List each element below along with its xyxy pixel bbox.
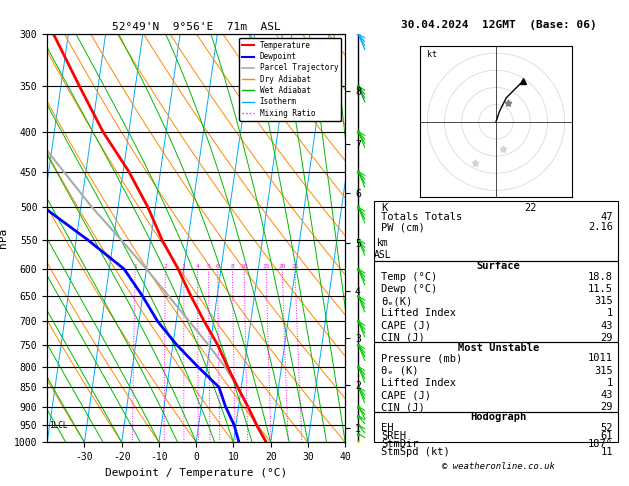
Text: θₑ (K): θₑ (K) [381,365,419,376]
Text: Temp (°C): Temp (°C) [381,272,438,281]
Text: 22: 22 [524,203,537,212]
Text: 315: 315 [594,365,613,376]
Text: 15: 15 [262,264,270,269]
Text: 47: 47 [601,212,613,223]
X-axis label: Dewpoint / Temperature (°C): Dewpoint / Temperature (°C) [105,468,287,478]
Text: 18.8: 18.8 [588,272,613,281]
Text: 2: 2 [164,264,167,269]
Text: Lifted Index: Lifted Index [381,378,457,388]
Text: 43: 43 [601,390,613,400]
Text: CAPE (J): CAPE (J) [381,390,431,400]
Text: 2.16: 2.16 [588,222,613,232]
Text: 11: 11 [601,447,613,457]
Text: 1: 1 [607,308,613,318]
Text: 29: 29 [601,333,613,343]
Text: Hodograph: Hodograph [470,413,526,422]
Text: Totals Totals: Totals Totals [381,212,463,223]
Legend: Temperature, Dewpoint, Parcel Trajectory, Dry Adiabat, Wet Adiabat, Isotherm, Mi: Temperature, Dewpoint, Parcel Trajectory… [239,38,342,121]
Text: © weatheronline.co.uk: © weatheronline.co.uk [442,462,555,471]
Text: Dewp (°C): Dewp (°C) [381,284,438,294]
Y-axis label: hPa: hPa [0,228,8,248]
Text: 29: 29 [601,402,613,412]
Text: 30.04.2024  12GMT  (Base: 06): 30.04.2024 12GMT (Base: 06) [401,20,596,30]
Text: θₑ(K): θₑ(K) [381,296,413,306]
Text: 1011: 1011 [588,353,613,363]
Text: 3: 3 [182,264,186,269]
Text: 11.5: 11.5 [588,284,613,294]
Text: PW (cm): PW (cm) [381,222,425,232]
Text: 10: 10 [240,264,248,269]
Text: Surface: Surface [477,261,520,271]
Text: 5: 5 [207,264,211,269]
Text: 6: 6 [216,264,220,269]
Text: 4: 4 [196,264,199,269]
Text: 1: 1 [133,264,137,269]
Text: CIN (J): CIN (J) [381,333,425,343]
Text: 315: 315 [594,296,613,306]
Text: CIN (J): CIN (J) [381,402,425,412]
Text: 1: 1 [607,378,613,388]
Text: CAPE (J): CAPE (J) [381,321,431,330]
Text: K: K [381,203,387,212]
Text: 25: 25 [291,264,299,269]
Text: 187°: 187° [588,439,613,449]
Text: StmDir: StmDir [381,439,419,449]
Text: Most Unstable: Most Unstable [458,343,539,353]
Text: Pressure (mb): Pressure (mb) [381,353,463,363]
Text: EH: EH [381,423,394,433]
Text: 61: 61 [601,431,613,441]
Text: 8: 8 [231,264,235,269]
Text: SREH: SREH [381,431,406,441]
Text: Lifted Index: Lifted Index [381,308,457,318]
Text: kt: kt [427,50,437,59]
Text: 20: 20 [279,264,286,269]
Text: 1LCL: 1LCL [49,421,67,430]
Text: 43: 43 [601,321,613,330]
Title: 52°49'N  9°56'E  71m  ASL: 52°49'N 9°56'E 71m ASL [112,22,281,32]
Text: 52: 52 [601,423,613,433]
Y-axis label: km
ASL: km ASL [374,238,392,260]
Text: StmSpd (kt): StmSpd (kt) [381,447,450,457]
